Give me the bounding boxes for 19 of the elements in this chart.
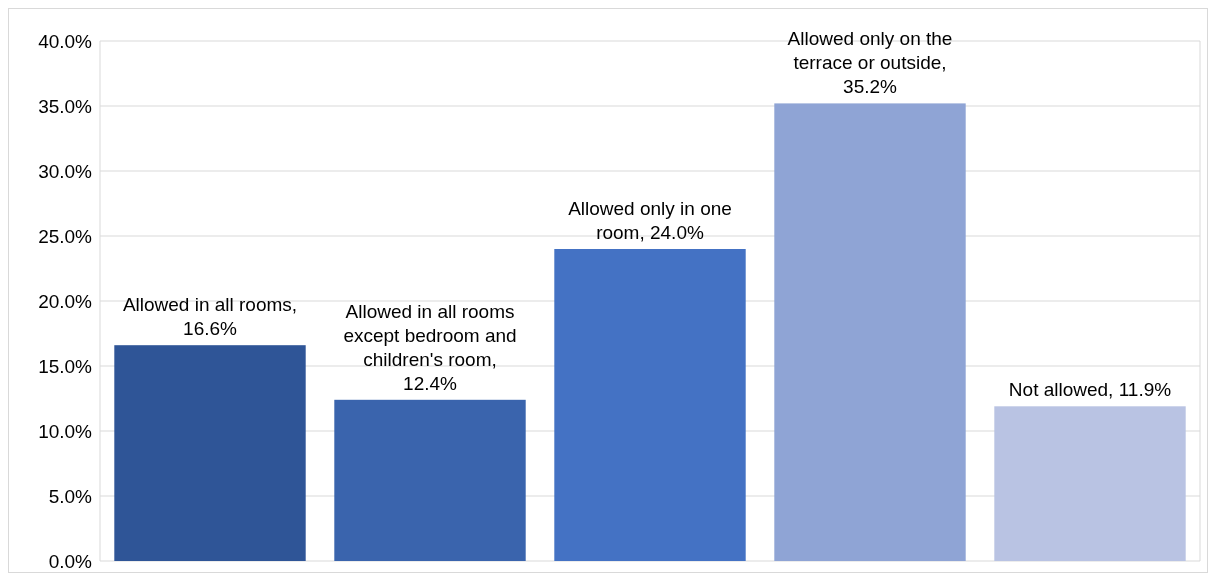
bar: [774, 103, 966, 561]
y-tick-label: 5.0%: [48, 485, 93, 507]
data-label: Allowed only on the terrace or outside, 35.2%: [787, 28, 953, 98]
y-tick-label: 10.0%: [38, 420, 93, 442]
y-tick-label: 0.0%: [48, 550, 93, 572]
y-tick-label: 20.0%: [38, 290, 93, 312]
data-label: Allowed only in one room, 24.0%: [568, 198, 732, 243]
y-tick-label: 30.0%: [38, 160, 93, 182]
bar: [994, 406, 1186, 561]
data-label: Not allowed, 11.9%: [1008, 379, 1172, 401]
bar: [114, 345, 306, 561]
bar: [554, 249, 746, 561]
y-tick-label: 40.0%: [38, 30, 93, 52]
data-label: Allowed in all rooms, 16.6%: [122, 294, 298, 340]
bar: [334, 399, 526, 561]
y-tick-label: 15.0%: [38, 355, 93, 377]
data-label: Allowed in all rooms except bedroom and children's room, 12.4%: [343, 300, 517, 394]
y-tick-label: 35.0%: [38, 95, 93, 117]
y-tick-label: 25.0%: [38, 225, 93, 247]
